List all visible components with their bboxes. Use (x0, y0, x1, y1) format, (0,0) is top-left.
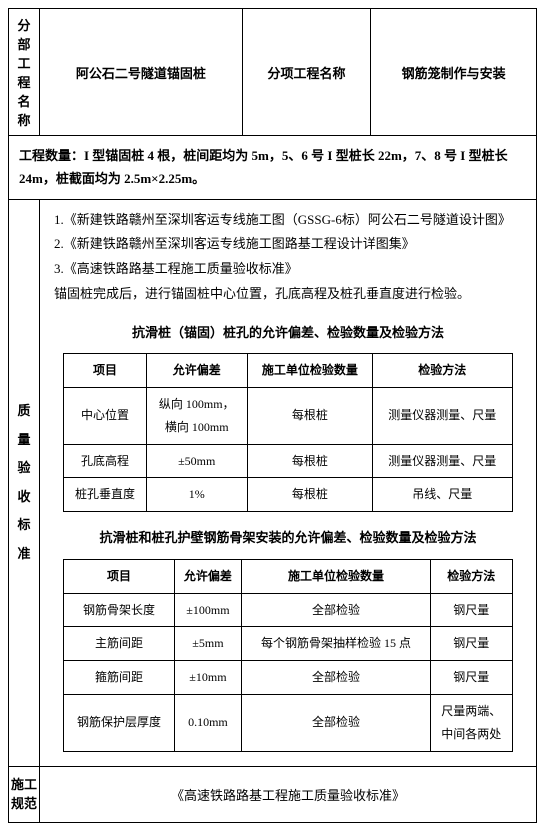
t1-r3c1: 桩孔垂直度 (64, 478, 146, 512)
t1-r2c3: 每根桩 (247, 444, 372, 478)
quality-content: 1.《新建铁路赣州至深圳客运专线施工图（GSSG-6标）阿公石二号隧道设计图》 … (40, 199, 537, 766)
t2-h3: 施工单位检验数量 (242, 559, 431, 593)
table-row: 中心位置 纵向 100mm， 横向 100mm 每根桩 测量仪器测量、尺量 (64, 388, 512, 445)
table2-title: 抗滑桩和桩孔护壁钢筋骨架安装的允许偏差、检验数量及检验方法 (54, 526, 522, 551)
table-row: 钢筋骨架长度 ±100mm 全部检验 钢尺量 (64, 593, 512, 627)
t2-r1c1: 钢筋骨架长度 (64, 593, 174, 627)
table-row: 钢筋保护层厚度 0.10mm 全部检验 尺量两端、 中间各两处 (64, 695, 512, 752)
table1: 项目 允许偏差 施工单位检验数量 检验方法 中心位置 纵向 100mm， 横向 … (63, 353, 512, 512)
ref-2: 2.《新建铁路赣州至深圳客运专线施工图路基工程设计详图集》 (54, 232, 522, 257)
t2-r2c2: ±5mm (174, 627, 242, 661)
t2-r3c3: 全部检验 (242, 661, 431, 695)
header-c2-value: 钢筋笼制作与安装 (371, 9, 537, 136)
table-row: 主筋间距 ±5mm 每个钢筋骨架抽样检验 15 点 钢尺量 (64, 627, 512, 661)
t1-h1: 项目 (64, 354, 146, 388)
t2-h4: 检验方法 (430, 559, 512, 593)
t1-r1c3: 每根桩 (247, 388, 372, 445)
t2-r4c3: 全部检验 (242, 695, 431, 752)
t2-r4c4: 尺量两端、 中间各两处 (430, 695, 512, 752)
t2-r4c1: 钢筋保护层厚度 (64, 695, 174, 752)
t2-r2c1: 主筋间距 (64, 627, 174, 661)
document-table: 分部工程名称 阿公石二号隧道锚固桩 分项工程名称 钢筋笼制作与安装 工程数量：I… (8, 8, 537, 823)
t1-r2c4: 测量仪器测量、尺量 (372, 444, 512, 478)
table-row: 箍筋间距 ±10mm 全部检验 钢尺量 (64, 661, 512, 695)
t2-r2c4: 钢尺量 (430, 627, 512, 661)
t1-h3: 施工单位检验数量 (247, 354, 372, 388)
t1-r3c4: 吊线、尺量 (372, 478, 512, 512)
ref-1: 1.《新建铁路赣州至深圳客运专线施工图（GSSG-6标）阿公石二号隧道设计图》 (54, 208, 522, 233)
table-row: 孔底高程 ±50mm 每根桩 测量仪器测量、尺量 (64, 444, 512, 478)
table-row: 桩孔垂直度 1% 每根桩 吊线、尺量 (64, 478, 512, 512)
quantity-cell: 工程数量：I 型锚固桩 4 根，桩间距均为 5m，5、6 号 I 型桩长 22m… (9, 136, 537, 200)
t1-h4: 检验方法 (372, 354, 512, 388)
t1-r1c1: 中心位置 (64, 388, 146, 445)
t2-r2c3: 每个钢筋骨架抽样检验 15 点 (242, 627, 431, 661)
norm-value: 《高速铁路路基工程施工质量验收标准》 (40, 766, 537, 822)
t2-r3c2: ±10mm (174, 661, 242, 695)
ref-3: 3.《高速铁路路基工程施工质量验收标准》 (54, 257, 522, 282)
t1-r3c3: 每根桩 (247, 478, 372, 512)
t1-r3c2: 1% (146, 478, 247, 512)
t2-r1c3: 全部检验 (242, 593, 431, 627)
t2-h2: 允许偏差 (174, 559, 242, 593)
table1-title: 抗滑桩（锚固）桩孔的允许偏差、检验数量及检验方法 (54, 321, 522, 346)
header-c1-value: 阿公石二号隧道锚固桩 (40, 9, 243, 136)
t1-r1c4: 测量仪器测量、尺量 (372, 388, 512, 445)
t1-r2c1: 孔底高程 (64, 444, 146, 478)
t2-r3c1: 箍筋间距 (64, 661, 174, 695)
t1-r2c2: ±50mm (146, 444, 247, 478)
references: 1.《新建铁路赣州至深圳客运专线施工图（GSSG-6标）阿公石二号隧道设计图》 … (54, 208, 522, 307)
t1-h2: 允许偏差 (146, 354, 247, 388)
ref-note: 锚固桩完成后，进行锚固桩中心位置，孔底高程及桩孔垂直度进行检验。 (54, 282, 522, 307)
header-row: 分部工程名称 阿公石二号隧道锚固桩 分项工程名称 钢筋笼制作与安装 (9, 9, 537, 136)
t2-h1: 项目 (64, 559, 174, 593)
quality-label: 质 量 验 收 标 准 (9, 199, 40, 766)
t2-r4c2: 0.10mm (174, 695, 242, 752)
table2: 项目 允许偏差 施工单位检验数量 检验方法 钢筋骨架长度 ±100mm 全部检验… (63, 559, 512, 752)
t2-r1c4: 钢尺量 (430, 593, 512, 627)
header-c1-label: 分部工程名称 (9, 9, 40, 136)
t2-r1c2: ±100mm (174, 593, 242, 627)
header-c2-label: 分项工程名称 (242, 9, 371, 136)
t2-r3c4: 钢尺量 (430, 661, 512, 695)
t1-r1c2: 纵向 100mm， 横向 100mm (146, 388, 247, 445)
norm-label: 施工 规范 (9, 766, 40, 822)
